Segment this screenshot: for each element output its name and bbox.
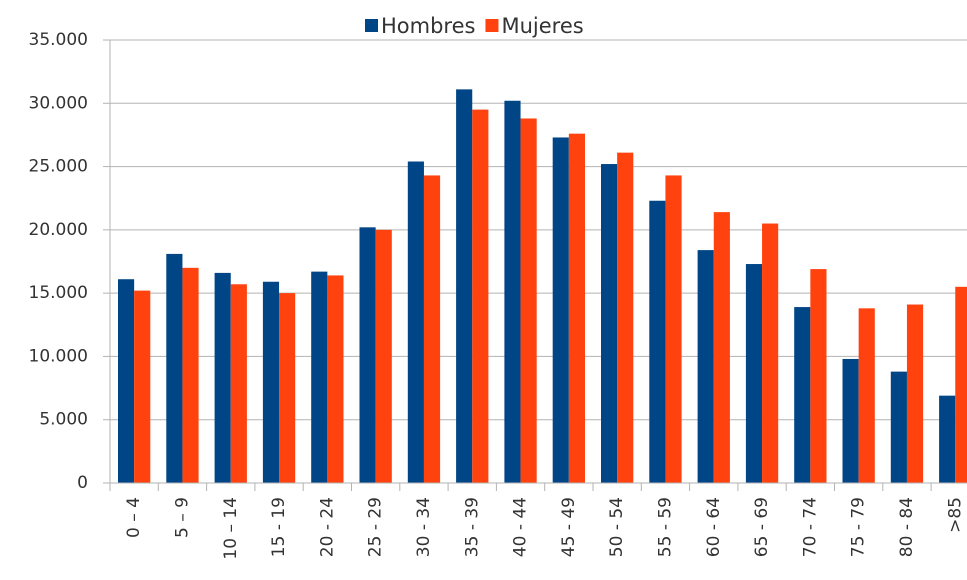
x-tick-label: 25 - 29 [366,497,386,557]
y-tick-label: 20.000 [29,220,88,240]
x-tick-label: 45 - 49 [559,497,579,557]
bar [472,109,489,483]
y-tick-label: 30.000 [29,93,88,113]
x-tick-label: >85 [945,497,965,533]
x-tick-label: 5 – 9 [172,497,192,538]
y-tick-label: 10.000 [29,346,88,366]
bar [166,253,183,483]
bar [262,281,280,483]
bar [794,307,811,483]
bar [456,89,473,483]
x-tick-label: 30 - 34 [414,497,434,557]
bar [762,223,779,483]
y-tick-label: 15.000 [29,283,88,303]
bar [665,175,682,483]
x-tick-label: 50 - 54 [607,497,627,557]
bar [906,304,924,483]
x-tick-label: 10 – 14 [221,497,241,560]
legend-label: Mujeres [501,14,583,38]
bar [939,395,956,483]
bar [890,371,907,483]
bar [520,118,537,483]
bar [407,161,424,483]
y-tick-label: 5.000 [39,410,88,430]
bar [649,200,666,483]
x-tick-label: 40 - 44 [511,497,531,557]
y-tick-label: 0 [77,473,88,493]
bar [279,293,296,483]
bar [214,272,231,483]
bar [327,275,344,483]
bar [568,133,585,484]
legend: Hombres Mujeres [365,14,584,38]
x-tick-label: 35 - 39 [462,497,482,557]
bar [858,308,875,483]
bar [617,152,634,484]
x-tick-label: 70 - 74 [800,497,820,557]
bar [745,264,763,483]
legend-label: Hombres [381,14,475,38]
bar [601,164,618,484]
bar [359,227,376,483]
x-tick-label: 65 - 69 [752,497,772,557]
bar [697,250,714,483]
bar [504,100,521,484]
x-tick-label: 15 - 19 [269,497,289,557]
y-tick-label: 35.000 [29,30,88,50]
bar [230,284,247,483]
x-tick-label: 80 - 84 [897,497,917,557]
x-tick-label: 0 – 4 [124,497,144,538]
y-tick-label: 25.000 [29,157,88,177]
x-tick-label: 20 - 24 [317,497,337,557]
bar [842,358,859,483]
x-tick-label: 55 - 59 [655,497,675,557]
legend-swatch [485,19,499,32]
bar [311,271,328,483]
bar [118,279,135,483]
legend-swatch [365,19,378,32]
bar [713,212,730,483]
bar [810,269,827,483]
bar [375,229,392,483]
bar [955,286,967,483]
bar [423,175,441,483]
bar [552,137,569,483]
bar [134,290,151,483]
x-tick-label: 60 - 64 [704,497,724,557]
bar [182,267,199,483]
x-tick-label: 75 - 79 [849,497,869,557]
